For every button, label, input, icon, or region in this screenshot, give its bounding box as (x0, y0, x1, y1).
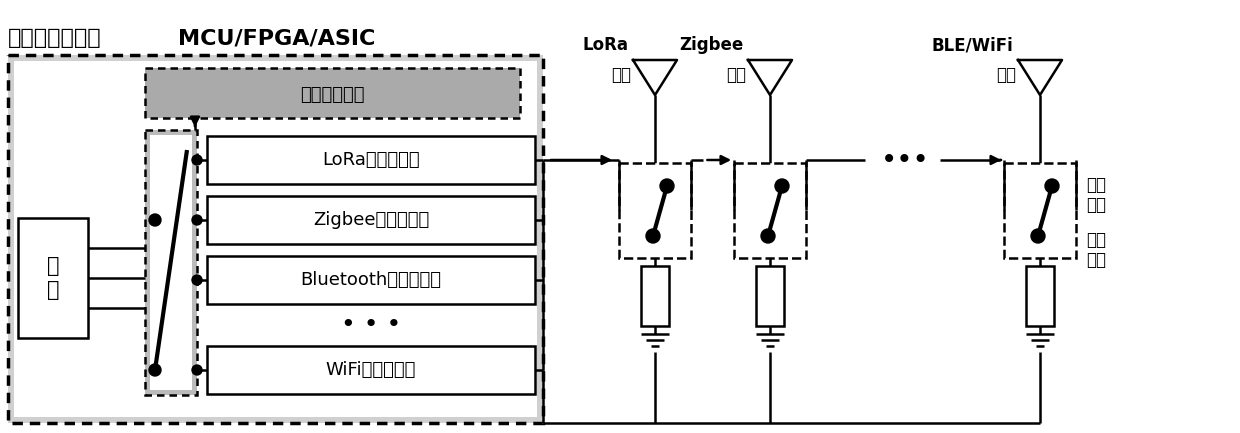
Bar (207, 346, 534, 394)
Circle shape (192, 215, 202, 225)
Text: Zigbee基带、调制: Zigbee基带、调制 (312, 211, 429, 229)
Bar (145, 68, 520, 118)
Bar (756, 265, 784, 326)
Circle shape (646, 229, 660, 243)
Circle shape (775, 179, 789, 193)
Text: 匹配
阻抗: 匹配 阻抗 (1086, 231, 1106, 269)
Bar (1004, 162, 1076, 258)
Circle shape (1030, 229, 1045, 243)
Bar (7, 55, 543, 423)
Bar (150, 135, 192, 390)
Bar (145, 130, 197, 395)
Text: 天线: 天线 (996, 66, 1016, 84)
Text: 数字基带处理器: 数字基带处理器 (7, 28, 102, 48)
Bar (619, 162, 691, 258)
Text: 射频
开关: 射频 开关 (1086, 176, 1106, 214)
Bar (734, 162, 806, 258)
Text: Bluetooth基带、调制: Bluetooth基带、调制 (300, 271, 441, 289)
Circle shape (660, 179, 675, 193)
Bar (207, 256, 534, 304)
Text: LoRa基带、调制: LoRa基带、调制 (322, 151, 420, 169)
Circle shape (1045, 179, 1059, 193)
Bar (145, 130, 197, 395)
Circle shape (192, 275, 202, 285)
Circle shape (149, 364, 161, 376)
Circle shape (192, 155, 202, 165)
Text: • • •: • • • (341, 313, 401, 337)
Text: WiFi基带、调制: WiFi基带、调制 (326, 361, 417, 379)
Bar (19, 218, 88, 338)
Text: 天线: 天线 (725, 66, 746, 84)
Text: 天线: 天线 (611, 66, 631, 84)
Text: Zigbee: Zigbee (678, 36, 743, 54)
Text: •••: ••• (880, 146, 929, 174)
Bar (145, 68, 520, 118)
Circle shape (149, 214, 161, 226)
Text: LoRa: LoRa (582, 36, 627, 54)
Text: 数
据: 数 据 (47, 256, 60, 300)
Bar (207, 196, 534, 244)
Bar (14, 61, 537, 417)
Circle shape (192, 365, 202, 375)
Circle shape (761, 229, 775, 243)
Text: 通信模式选择: 通信模式选择 (300, 86, 365, 104)
Bar (641, 265, 670, 326)
Bar (207, 136, 534, 184)
Bar (1025, 265, 1054, 326)
Text: BLE/WiFi: BLE/WiFi (931, 36, 1013, 54)
Bar (7, 55, 543, 423)
Text: MCU/FPGA/ASIC: MCU/FPGA/ASIC (179, 28, 376, 48)
